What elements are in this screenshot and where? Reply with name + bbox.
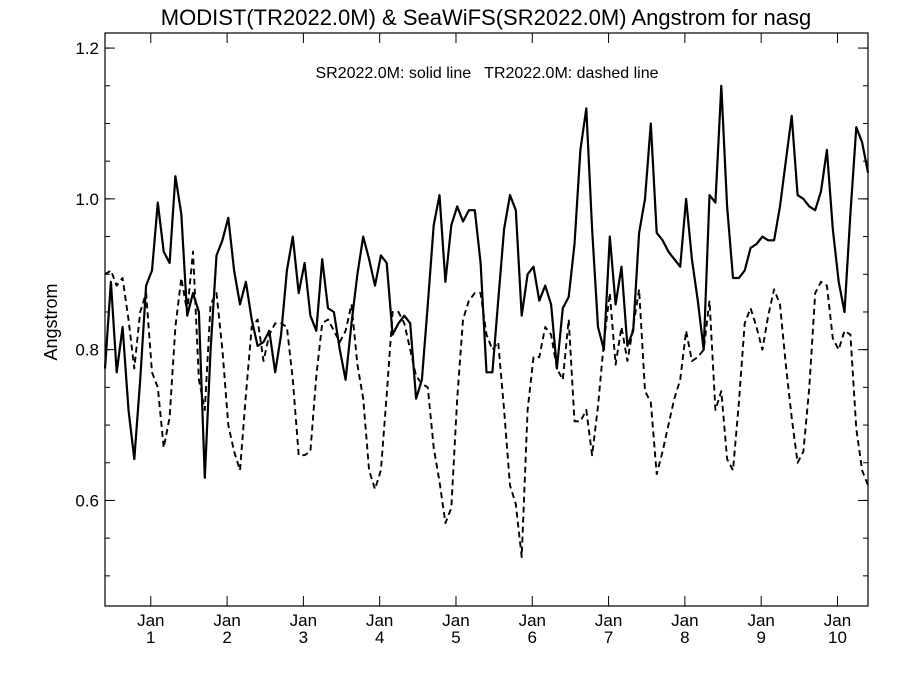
x-tick-label-number: 9: [756, 628, 765, 647]
x-tick-label-month: Jan: [595, 611, 622, 630]
x-tick-label-number: 7: [604, 628, 613, 647]
x-tick-label-month: Jan: [442, 611, 469, 630]
x-tick-label-month: Jan: [290, 611, 317, 630]
x-tick-label-month: Jan: [519, 611, 546, 630]
x-tick-label-month: Jan: [137, 611, 164, 630]
series-layer: [103, 84, 870, 558]
x-tick-label-month: Jan: [824, 611, 851, 630]
x-tick-label-number: 5: [451, 628, 460, 647]
x-tick-label-number: 8: [680, 628, 689, 647]
y-tick-label: 0.8: [75, 341, 99, 360]
x-tick-label-number: 3: [299, 628, 308, 647]
x-tick-label-number: 4: [375, 628, 384, 647]
y-axis: 0.6 0.8 1.0 1.2: [75, 39, 868, 577]
x-tick-label-number: 2: [222, 628, 231, 647]
x-tick-label-number: 10: [828, 628, 847, 647]
x-tick-label-month: Jan: [671, 611, 698, 630]
chart-title: MODIST(TR2022.0M) & SeaWiFS(SR2022.0M) A…: [161, 5, 811, 30]
y-tick-label: 0.6: [75, 491, 99, 510]
solid-series-line: [103, 84, 870, 479]
series-legend-annotation: SR2022.0M: solid line TR2022.0M: dashed …: [315, 65, 658, 82]
y-tick-label: 1.0: [75, 190, 99, 209]
x-tick-label-number: 6: [528, 628, 537, 647]
y-axis-label: Angstrom: [41, 283, 61, 360]
dashed-series-line: [104, 250, 869, 558]
x-tick-label-month: Jan: [366, 611, 393, 630]
x-tick-label-month: Jan: [213, 611, 240, 630]
x-tick-label-number: 1: [146, 628, 155, 647]
plot-frame: [104, 32, 869, 607]
y-tick-label: 1.2: [75, 39, 99, 58]
x-tick-label-month: Jan: [747, 611, 774, 630]
x-axis: Jan1Jan2Jan3Jan4Jan5Jan6Jan7Jan8Jan9Jan1…: [137, 33, 851, 647]
